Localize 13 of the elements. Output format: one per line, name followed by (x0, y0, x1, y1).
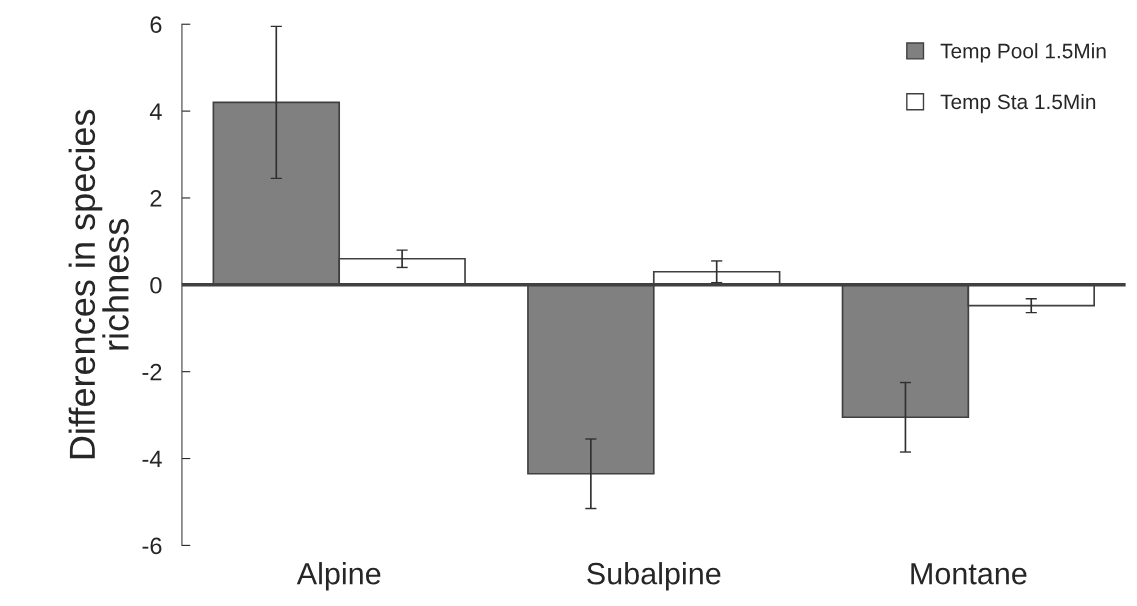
y-tick-label: 4 (149, 103, 162, 120)
legend-label: Temp Pool 1.5Min (940, 43, 1106, 63)
y-tick-label: -4 (142, 450, 162, 468)
y-axis-title: Differences in species richness (68, 109, 129, 459)
y-tick-label: -6 (142, 537, 162, 555)
y-tick-label: -2 (142, 363, 162, 381)
y-tick-label: 0 (150, 276, 162, 294)
y-tick-label: 2 (150, 190, 162, 207)
y-tick-label: 6 (150, 16, 162, 34)
x-tick-label: Montane (911, 563, 1027, 585)
x-tick-label: Alpine (296, 562, 381, 591)
legend-label: Temp Sta 1.5Min (940, 93, 1096, 114)
x-tick-label: Subalpine (587, 562, 721, 591)
